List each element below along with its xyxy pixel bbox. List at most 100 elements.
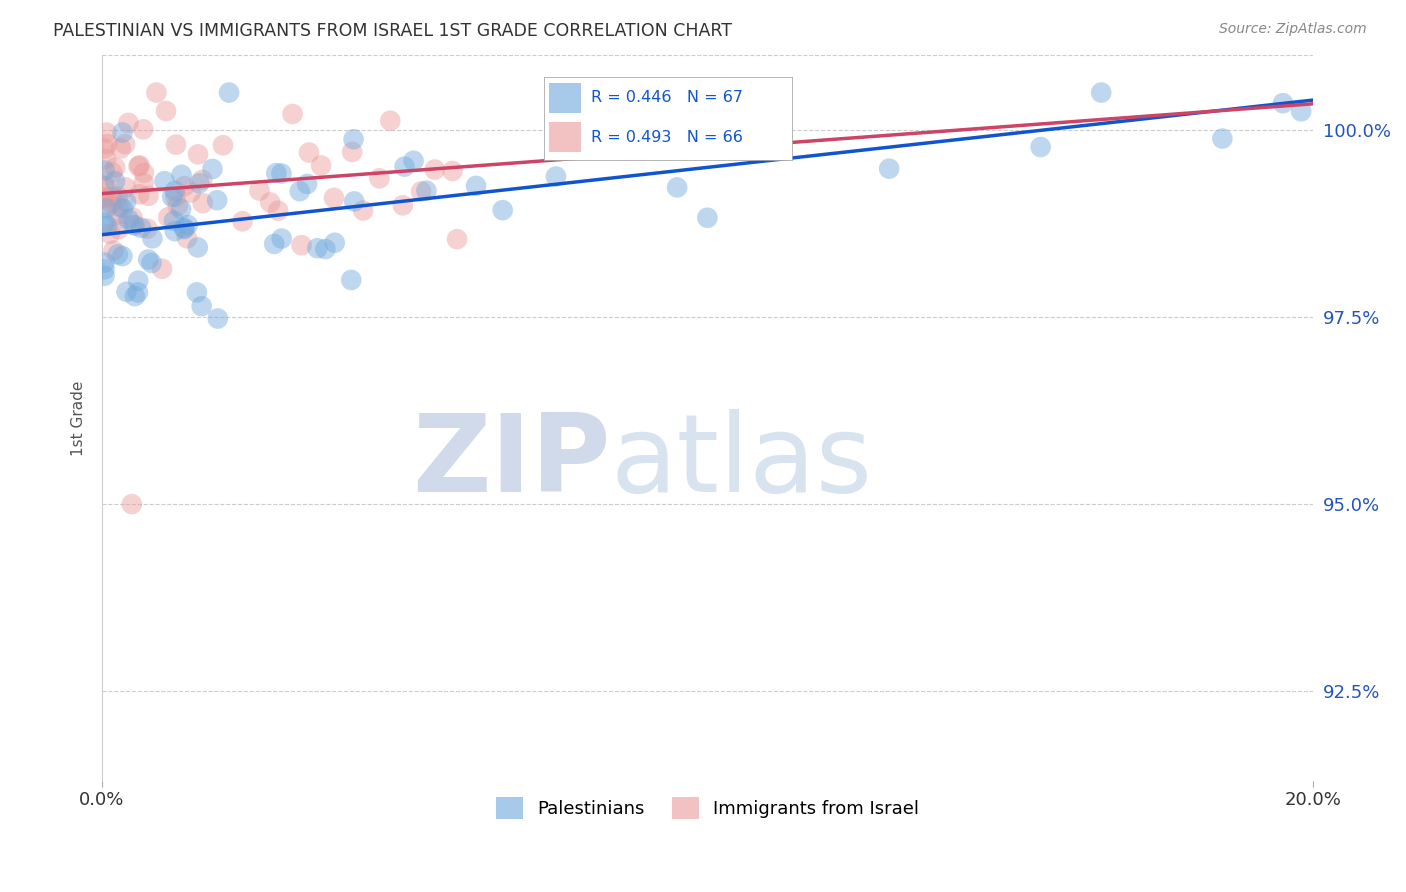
Point — [108, 200, 131, 214]
Point — [114, 180, 136, 194]
Point — [105, 208, 128, 222]
Point — [136, 221, 159, 235]
Point — [128, 159, 150, 173]
Text: ZIP: ZIP — [412, 409, 610, 515]
Point — [323, 191, 346, 205]
Point — [98, 227, 121, 241]
Point — [94, 152, 117, 166]
Point — [121, 497, 143, 511]
Point — [343, 194, 366, 209]
Point — [96, 202, 118, 216]
Point — [270, 167, 292, 181]
Point — [93, 205, 115, 219]
Point — [93, 255, 115, 269]
Point — [93, 262, 115, 277]
Point — [1272, 96, 1295, 111]
Point — [128, 187, 150, 202]
Point — [127, 274, 149, 288]
Point — [186, 285, 208, 300]
Point — [295, 177, 318, 191]
Point — [441, 164, 464, 178]
Point — [323, 235, 346, 250]
Point — [112, 202, 135, 216]
Point — [124, 289, 146, 303]
Point — [170, 168, 193, 182]
Point — [118, 212, 141, 227]
Point — [117, 116, 139, 130]
Point — [342, 132, 364, 146]
Point — [415, 184, 437, 198]
Point — [111, 126, 134, 140]
Point — [314, 242, 336, 256]
Point — [249, 184, 271, 198]
Point — [101, 189, 124, 203]
Point — [270, 231, 292, 245]
Point — [696, 211, 718, 225]
Point — [1289, 104, 1312, 119]
Point — [129, 220, 152, 235]
Point — [115, 285, 138, 299]
Point — [309, 159, 332, 173]
Point — [352, 203, 374, 218]
Point — [188, 176, 211, 190]
Point — [666, 180, 689, 194]
Point — [207, 311, 229, 326]
Point — [103, 244, 125, 258]
Point — [132, 166, 155, 180]
Point — [201, 161, 224, 176]
Point — [877, 161, 900, 176]
Point — [267, 203, 290, 218]
Point — [96, 136, 118, 151]
Point — [93, 192, 115, 206]
Point — [259, 195, 281, 210]
Point — [141, 256, 163, 270]
Point — [409, 185, 432, 199]
Point — [132, 122, 155, 136]
Point — [173, 221, 195, 235]
Point — [107, 247, 129, 261]
Point — [340, 145, 363, 159]
Point — [150, 261, 173, 276]
Point — [163, 214, 186, 228]
Point — [231, 214, 253, 228]
Point — [96, 126, 118, 140]
Point — [155, 103, 177, 118]
Point — [263, 236, 285, 251]
Point — [173, 179, 195, 194]
Point — [93, 179, 115, 194]
Point — [380, 113, 402, 128]
Legend: Palestinians, Immigrants from Israel: Palestinians, Immigrants from Israel — [488, 790, 927, 826]
Point — [93, 216, 115, 230]
Point — [138, 188, 160, 202]
Point — [394, 160, 416, 174]
Point — [160, 190, 183, 204]
Point — [423, 162, 446, 177]
Point — [1211, 131, 1233, 145]
Point — [96, 219, 118, 233]
Text: atlas: atlas — [610, 409, 873, 515]
Point — [104, 174, 127, 188]
Point — [402, 153, 425, 168]
Point — [163, 184, 186, 198]
Point — [121, 211, 143, 225]
Point — [101, 165, 124, 179]
Point — [157, 210, 180, 224]
Point — [281, 107, 304, 121]
Point — [492, 203, 515, 218]
Point — [391, 198, 413, 212]
Point — [107, 190, 129, 204]
Point — [100, 197, 122, 211]
Point — [544, 169, 567, 184]
Point — [307, 241, 329, 255]
Point — [153, 174, 176, 188]
Y-axis label: 1st Grade: 1st Grade — [72, 380, 86, 456]
Point — [93, 190, 115, 204]
Point — [173, 222, 195, 236]
Point — [266, 166, 288, 180]
Point — [122, 218, 145, 232]
Point — [128, 158, 150, 172]
Point — [170, 202, 193, 217]
Point — [290, 238, 312, 252]
Point — [114, 137, 136, 152]
Point — [212, 138, 235, 153]
